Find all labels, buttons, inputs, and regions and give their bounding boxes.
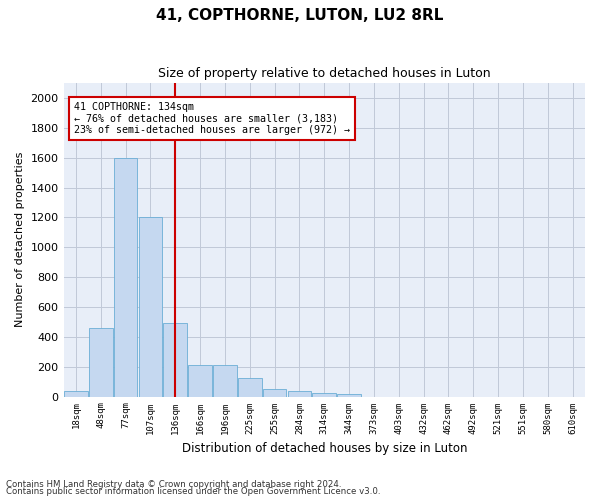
Text: 41 COPTHORNE: 134sqm
← 76% of detached houses are smaller (3,183)
23% of semi-de: 41 COPTHORNE: 134sqm ← 76% of detached h… bbox=[74, 102, 350, 135]
Bar bbox=[313, 393, 336, 396]
Bar bbox=[139, 218, 162, 396]
Bar bbox=[213, 365, 237, 396]
Y-axis label: Number of detached properties: Number of detached properties bbox=[15, 152, 25, 328]
X-axis label: Distribution of detached houses by size in Luton: Distribution of detached houses by size … bbox=[182, 442, 467, 455]
Bar bbox=[238, 378, 262, 396]
Bar bbox=[89, 328, 113, 396]
Text: 41, COPTHORNE, LUTON, LU2 8RL: 41, COPTHORNE, LUTON, LU2 8RL bbox=[157, 8, 443, 22]
Title: Size of property relative to detached houses in Luton: Size of property relative to detached ho… bbox=[158, 68, 491, 80]
Bar bbox=[114, 158, 137, 396]
Bar bbox=[287, 390, 311, 396]
Bar bbox=[163, 324, 187, 396]
Bar bbox=[263, 389, 286, 396]
Bar bbox=[188, 365, 212, 396]
Bar bbox=[337, 394, 361, 396]
Text: Contains public sector information licensed under the Open Government Licence v3: Contains public sector information licen… bbox=[6, 487, 380, 496]
Text: Contains HM Land Registry data © Crown copyright and database right 2024.: Contains HM Land Registry data © Crown c… bbox=[6, 480, 341, 489]
Bar bbox=[64, 392, 88, 396]
